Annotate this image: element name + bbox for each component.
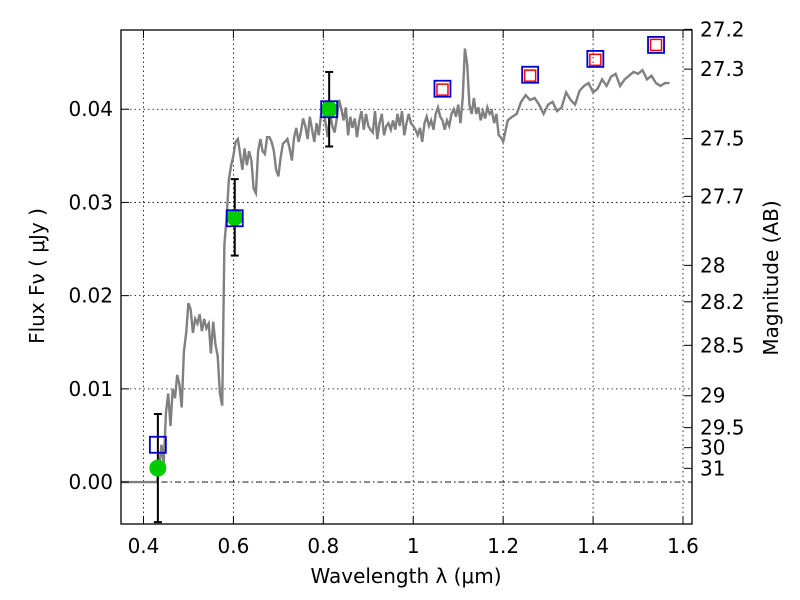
x-axis-label: Wavelength λ (μm) — [310, 564, 501, 588]
red-square-marker — [523, 69, 537, 82]
magnitude-tick-label: 29.5 — [700, 416, 745, 440]
plot-area — [121, 48, 670, 484]
y-axis-ticks: 0.00 0.01 0.02 0.03 0.04 — [68, 97, 129, 494]
template-spectrum-line — [121, 48, 670, 484]
y-tick-label: 0.02 — [68, 284, 113, 308]
magnitude-tick-label: 31 — [700, 456, 725, 480]
x-tick-label: 0.6 — [217, 534, 249, 558]
red-square-marker — [436, 83, 449, 96]
blue-square-marker — [647, 36, 665, 54]
blue-square-marker — [225, 209, 244, 228]
red-square-marker — [649, 38, 663, 52]
blue-square-marker — [320, 100, 339, 119]
x-tick-label: 1 — [407, 534, 420, 558]
green-flux-point — [149, 459, 167, 477]
x-tick-label: 1.4 — [577, 534, 609, 558]
grid-lines — [121, 30, 692, 524]
magnitude-tick-label: 30 — [700, 436, 725, 460]
error-bars — [153, 70, 334, 524]
blue-square-marker — [433, 79, 452, 98]
x-tick-label: 1.2 — [487, 534, 519, 558]
y-axis-label: Flux Fν ( μJy ) — [25, 208, 49, 344]
magnitude-tick-label: 28 — [700, 253, 725, 277]
blue-square-marker — [521, 65, 540, 84]
magnitude-tick-label: 28.5 — [700, 333, 745, 357]
green-flux-point — [226, 208, 244, 226]
magnitude-tick-label: 27.7 — [700, 184, 745, 208]
magnitude-tick-label: 27.3 — [700, 57, 745, 81]
data-points — [148, 36, 665, 477]
y-tick-label: 0.03 — [68, 190, 113, 214]
magnitude-axis-label: Magnitude (AB) — [759, 200, 783, 355]
magnitude-tick-label: 29 — [700, 384, 725, 408]
blue-square-marker — [586, 49, 605, 68]
magnitude-tick-label: 27.5 — [700, 127, 745, 151]
green-flux-point — [320, 100, 338, 118]
y-tick-label: 0.04 — [68, 97, 113, 121]
red-square-marker — [589, 53, 602, 67]
x-axis-ticks: 0.4 0.6 0.8 1 1.2 1.4 1.6 — [128, 30, 699, 558]
x-tick-label: 0.8 — [307, 534, 339, 558]
y-tick-label: 0.00 — [68, 470, 113, 494]
magnitude-tick-label: 27.2 — [700, 17, 745, 41]
x-tick-label: 1.6 — [667, 534, 699, 558]
x-tick-label: 0.4 — [128, 534, 160, 558]
magnitude-tick-label: 28.2 — [700, 290, 745, 314]
y-tick-label: 0.01 — [68, 377, 113, 401]
plot-frame — [120, 29, 693, 525]
blue-square-marker — [148, 435, 167, 454]
